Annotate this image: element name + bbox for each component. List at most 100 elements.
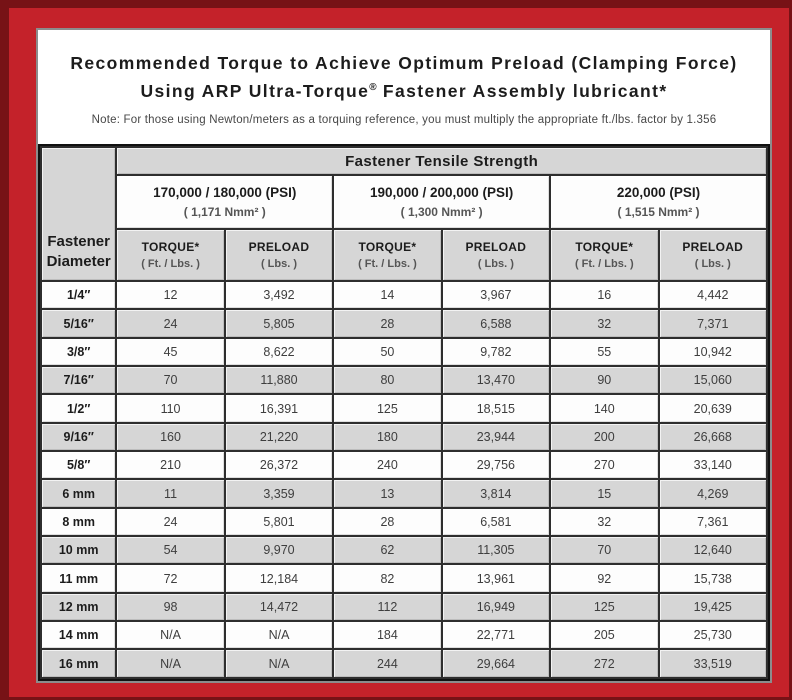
value-cell: 160 <box>117 423 224 451</box>
value-cell: 14,472 <box>225 593 333 621</box>
diameter-cell: 1/2″ <box>42 395 116 422</box>
table-row: 16 mm N/A N/A 244 29,664 272 33,519 <box>42 650 766 677</box>
title-note: Note: For those using Newton/meters as a… <box>91 113 717 126</box>
value-cell: 22,771 <box>442 622 550 649</box>
title-block: Recommended Torque to Achieve Optimum Pr… <box>38 30 770 144</box>
diameter-cell: 6 mm <box>42 480 116 507</box>
value-cell: 14 <box>334 282 441 309</box>
value-cell: 11 <box>117 480 224 507</box>
value-cell: 45 <box>117 338 224 366</box>
value-cell: 4,269 <box>659 480 766 507</box>
psi-header-row: 170,000 / 180,000 (PSI) ( 1,171 Nmm² ) 1… <box>42 176 766 228</box>
value-cell: 20,639 <box>659 395 766 422</box>
preload-column-header: PRELOAD ( Lbs. ) <box>225 230 333 280</box>
table-row: 10 mm 54 9,970 62 11,305 70 12,640 <box>42 537 766 564</box>
table-row: 6 mm 11 3,359 13 3,814 15 4,269 <box>42 480 766 507</box>
value-cell: 6,581 <box>442 508 550 536</box>
value-cell: 62 <box>334 537 441 564</box>
value-cell: 12 <box>117 282 224 309</box>
value-cell: 15,060 <box>659 367 766 394</box>
preload-column-header: PRELOAD ( Lbs. ) <box>659 230 766 280</box>
psi-group-190-200: 190,000 / 200,000 (PSI) ( 1,300 Nmm² ) <box>334 176 550 228</box>
value-cell: 29,664 <box>442 650 550 677</box>
value-cell: 270 <box>551 452 658 479</box>
value-cell: 54 <box>117 537 224 564</box>
table-row: 1/2″ 110 16,391 125 18,515 140 20,639 <box>42 395 766 422</box>
torque-column-header: TORQUE* ( Ft. / Lbs. ) <box>117 230 224 280</box>
diameter-cell: 10 mm <box>42 537 116 564</box>
torque-column-header: TORQUE* ( Ft. / Lbs. ) <box>551 230 658 280</box>
value-cell: 29,756 <box>442 452 550 479</box>
value-cell: 8,622 <box>225 338 333 366</box>
nmm-value: ( 1,300 Nmm² ) <box>400 205 483 219</box>
table-row: 3/8″ 45 8,622 50 9,782 55 10,942 <box>42 338 766 366</box>
nmm-value: ( 1,515 Nmm² ) <box>617 205 700 219</box>
psi-group-220: 220,000 (PSI) ( 1,515 Nmm² ) <box>551 176 766 228</box>
value-cell: 15 <box>551 480 658 507</box>
fastener-diameter-header: Fastener Diameter <box>42 148 116 280</box>
value-cell: 92 <box>551 565 658 592</box>
value-cell: 3,814 <box>442 480 550 507</box>
diameter-cell: 16 mm <box>42 650 116 677</box>
title-line-1: Recommended Torque to Achieve Optimum Pr… <box>70 53 738 74</box>
diameter-cell: 5/16″ <box>42 310 116 337</box>
value-cell: 70 <box>117 367 224 394</box>
psi-value: 170,000 / 180,000 (PSI) <box>153 185 297 200</box>
value-cell: 11,880 <box>225 367 333 394</box>
table-row: 5/8″ 210 26,372 240 29,756 270 33,140 <box>42 452 766 479</box>
value-cell: 50 <box>334 338 441 366</box>
value-cell: 33,519 <box>659 650 766 677</box>
diameter-cell: 3/8″ <box>42 338 116 366</box>
psi-value: 220,000 (PSI) <box>616 185 701 200</box>
value-cell: 18,515 <box>442 395 550 422</box>
value-cell: 3,492 <box>225 282 333 309</box>
value-cell: 244 <box>334 650 441 677</box>
value-cell: N/A <box>225 650 333 677</box>
diameter-cell: 8 mm <box>42 508 116 536</box>
value-cell: 15,738 <box>659 565 766 592</box>
value-cell: 3,967 <box>442 282 550 309</box>
value-cell: 9,970 <box>225 537 333 564</box>
value-cell: 16 <box>551 282 658 309</box>
value-cell: 32 <box>551 508 658 536</box>
diameter-cell: 14 mm <box>42 622 116 649</box>
value-cell: 5,805 <box>225 310 333 337</box>
value-cell: 21,220 <box>225 423 333 451</box>
table-row: 11 mm 72 12,184 82 13,961 92 15,738 <box>42 565 766 592</box>
value-cell: 70 <box>551 537 658 564</box>
value-cell: 23,944 <box>442 423 550 451</box>
value-cell: 82 <box>334 565 441 592</box>
value-cell: 9,782 <box>442 338 550 366</box>
diameter-cell: 12 mm <box>42 593 116 621</box>
value-cell: 19,425 <box>659 593 766 621</box>
value-cell: 16,949 <box>442 593 550 621</box>
value-cell: N/A <box>117 650 224 677</box>
value-cell: N/A <box>117 622 224 649</box>
value-cell: 125 <box>551 593 658 621</box>
value-cell: 80 <box>334 367 441 394</box>
diameter-cell: 11 mm <box>42 565 116 592</box>
psi-value: 190,000 / 200,000 (PSI) <box>369 185 514 200</box>
value-cell: 72 <box>117 565 224 592</box>
value-cell: 12,184 <box>225 565 333 592</box>
value-cell: 200 <box>551 423 658 451</box>
table-row: 1/4″ 12 3,492 14 3,967 16 4,442 <box>42 282 766 309</box>
value-cell: 24 <box>117 508 224 536</box>
value-cell: 140 <box>551 395 658 422</box>
value-cell: 180 <box>334 423 441 451</box>
value-cell: 7,371 <box>659 310 766 337</box>
value-cell: 110 <box>117 395 224 422</box>
value-cell: 4,442 <box>659 282 766 309</box>
value-cell: 5,801 <box>225 508 333 536</box>
diameter-cell: 5/8″ <box>42 452 116 479</box>
value-cell: 11,305 <box>442 537 550 564</box>
value-cell: 125 <box>334 395 441 422</box>
value-cell: 33,140 <box>659 452 766 479</box>
registered-mark: ® <box>369 81 377 93</box>
value-cell: 184 <box>334 622 441 649</box>
table-row: 5/16″ 24 5,805 28 6,588 32 7,371 <box>42 310 766 337</box>
units-header-row: TORQUE* ( Ft. / Lbs. ) PRELOAD ( Lbs. ) … <box>42 230 766 280</box>
value-cell: 112 <box>334 593 441 621</box>
nmm-value: ( 1,171 Nmm² ) <box>183 205 266 219</box>
value-cell: 98 <box>117 593 224 621</box>
